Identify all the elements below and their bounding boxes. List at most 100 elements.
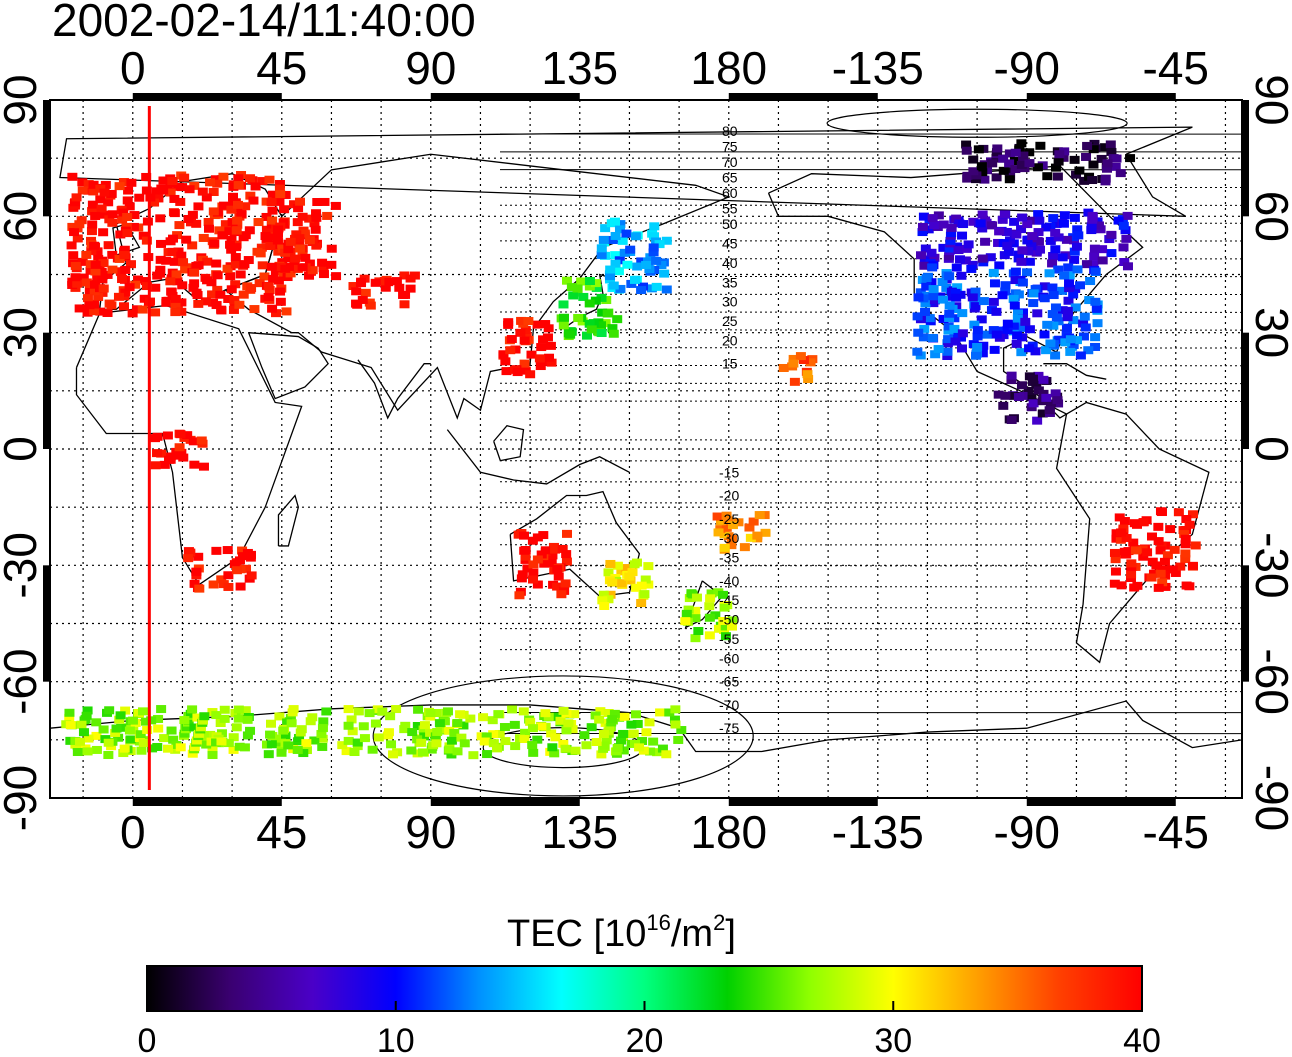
contour-label-north: 40 bbox=[722, 255, 738, 271]
tec-cell-antarctic-coast bbox=[561, 726, 572, 735]
tec-cell-europe bbox=[107, 218, 118, 227]
tec-cell-united-states bbox=[1068, 290, 1079, 299]
tec-cell-canada bbox=[963, 240, 974, 249]
tec-cell-canada bbox=[945, 236, 956, 245]
tec-cell-antarctic-coast bbox=[199, 712, 210, 721]
tec-cell-antarctic-coast bbox=[110, 728, 121, 737]
tec-cell-japan bbox=[608, 329, 619, 338]
tec-cell-australia-west bbox=[513, 530, 524, 539]
tec-cell-europe bbox=[254, 279, 265, 288]
tec-cell-europe bbox=[92, 274, 103, 283]
tec-cell-south-america bbox=[1156, 541, 1167, 550]
tec-cell-united-states bbox=[1071, 336, 1082, 345]
tec-cell-united-states bbox=[988, 268, 999, 277]
tec-cell-europe bbox=[202, 257, 213, 266]
tec-cell-europe bbox=[113, 292, 124, 301]
tec-cell-japan bbox=[596, 293, 607, 302]
tec-cell-europe bbox=[187, 241, 198, 250]
tec-cell-kamchatka bbox=[596, 250, 607, 259]
tec-cell-antarctic-coast bbox=[185, 709, 196, 718]
tec-cell-europe bbox=[167, 177, 178, 186]
tec-cell-central-africa bbox=[182, 431, 193, 440]
tec-cell-south-africa bbox=[245, 550, 256, 559]
tec-cell-antarctic-coast bbox=[189, 743, 200, 752]
tec-cell-antarctic-coast bbox=[418, 748, 429, 757]
tec-cell-europe bbox=[67, 172, 78, 181]
asia-coast bbox=[224, 153, 731, 420]
tec-cell-australia-west bbox=[562, 529, 573, 538]
tec-cell-kamchatka bbox=[651, 256, 662, 265]
tec-cell-europe bbox=[100, 180, 111, 189]
tec-cell-antarctic-coast bbox=[536, 722, 547, 731]
tec-cell-europe bbox=[265, 233, 276, 242]
tec-cell-western-russia bbox=[290, 254, 301, 263]
tec-cell-united-states bbox=[1024, 344, 1035, 353]
tec-cell-east-china bbox=[506, 335, 517, 344]
tec-cell-antarctic-coast bbox=[670, 705, 681, 714]
tec-cell-canada bbox=[1122, 262, 1133, 271]
tec-cell-western-russia bbox=[299, 229, 310, 238]
tec-cell-antarctic-coast bbox=[391, 705, 402, 714]
tec-cell-united-states bbox=[1065, 347, 1076, 356]
tec-cell-antarctic-coast bbox=[439, 717, 450, 726]
tec-cell-canada bbox=[1093, 221, 1104, 230]
tec-cell-antarctic-coast bbox=[632, 719, 643, 728]
tec-cell-antarctic-coast bbox=[137, 707, 148, 716]
tec-cell-europe bbox=[161, 298, 172, 307]
tec-cell-antarctic-coast bbox=[341, 747, 352, 756]
tec-cell-antarctic-coast bbox=[285, 713, 296, 722]
y-left-tick-label: 30 bbox=[0, 307, 46, 358]
tec-cell-arctic-canada bbox=[1088, 145, 1099, 154]
tec-cell-united-states bbox=[1030, 285, 1041, 294]
tec-cell-united-states bbox=[969, 320, 980, 329]
tec-cell-europe bbox=[115, 230, 126, 239]
colorbar-tick-label: 30 bbox=[874, 1022, 912, 1057]
tec-cell-antarctic-coast bbox=[146, 716, 157, 725]
tec-cell-south-america bbox=[1184, 520, 1195, 529]
tec-cell-japan bbox=[602, 309, 613, 318]
tec-cell-central-africa bbox=[152, 432, 163, 441]
tec-cell-east-china bbox=[540, 320, 551, 329]
tec-cell-canada bbox=[1089, 252, 1100, 261]
tec-cell-canada bbox=[1122, 211, 1133, 220]
tec-cell-europe bbox=[243, 256, 254, 265]
tec-cell-united-states bbox=[1084, 296, 1095, 305]
tec-cell-antarctic-coast bbox=[205, 730, 216, 739]
tec-cell-central-asia bbox=[356, 277, 367, 286]
tec-cell-europe bbox=[228, 182, 239, 191]
tec-cell-antarctic-coast bbox=[434, 719, 445, 728]
tec-cell-europe bbox=[271, 309, 282, 318]
tec-cell-europe bbox=[267, 216, 278, 225]
tec-cell-antarctic-coast bbox=[216, 737, 227, 746]
tec-cell-europe bbox=[238, 233, 249, 242]
axis-band-segment bbox=[43, 565, 50, 682]
tec-cell-europe bbox=[226, 205, 237, 214]
tec-cell-europe bbox=[228, 192, 239, 201]
tec-cell-europe bbox=[180, 265, 191, 274]
tec-cell-arctic-canada bbox=[998, 154, 1009, 163]
tec-cell-antarctic-coast bbox=[558, 706, 569, 715]
tec-cell-united-states bbox=[957, 309, 968, 318]
tec-cell-kamchatka bbox=[596, 244, 607, 253]
tec-cell-europe bbox=[174, 221, 185, 230]
tec-cell-south-america bbox=[1187, 510, 1198, 519]
tec-cell-south-america bbox=[1165, 525, 1176, 534]
x-top-tick-label: -45 bbox=[1143, 42, 1209, 94]
tec-cell-europe bbox=[99, 188, 110, 197]
tec-cell-antarctic-coast bbox=[551, 712, 562, 721]
tec-cell-south-america bbox=[1142, 548, 1153, 557]
tec-cell-japan bbox=[578, 292, 589, 301]
tec-cell-antarctic-coast bbox=[586, 723, 597, 732]
tec-cell-europe bbox=[96, 204, 107, 213]
tec-cell-east-china bbox=[525, 370, 536, 379]
tec-cell-kamchatka bbox=[625, 245, 636, 254]
tec-cell-arctic-canada bbox=[1053, 157, 1064, 166]
tec-cell-kamchatka bbox=[622, 260, 633, 269]
x-bottom-tick-label: -45 bbox=[1143, 806, 1209, 858]
tec-cell-antarctic-coast bbox=[274, 712, 285, 721]
tec-cell-europe bbox=[246, 284, 257, 293]
tec-cell-europe bbox=[219, 201, 230, 210]
tec-cell-europe bbox=[211, 301, 222, 310]
tec-cell-south-america bbox=[1167, 565, 1178, 574]
